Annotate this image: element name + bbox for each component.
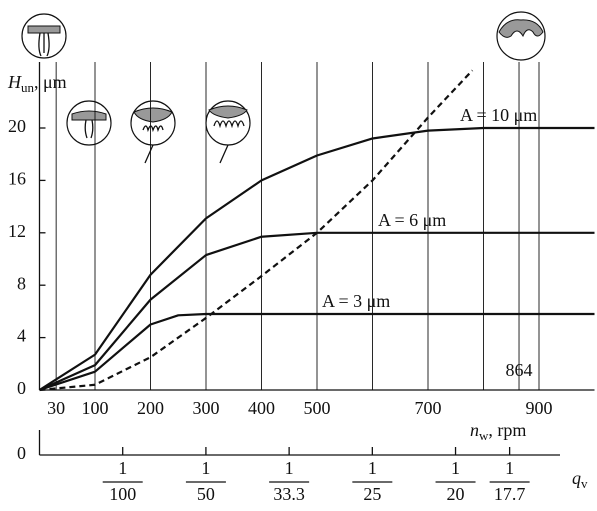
y-tick-label: 20 (8, 116, 26, 136)
x-tick-label: 200 (137, 398, 164, 418)
x2-tick-den: 33.3 (273, 484, 305, 504)
series-label: A = 10 μm (460, 105, 537, 125)
icon-part (84, 119, 94, 139)
x2-tick-den: 100 (109, 484, 136, 504)
y-axis-label: Hun, μm (7, 72, 67, 95)
x2-tick-num: 1 (451, 458, 460, 478)
icon-part (133, 107, 173, 123)
y-tick-label: 0 (17, 378, 26, 398)
y-label-sub: un (21, 80, 35, 95)
icon-part (213, 120, 245, 164)
x-tick-label: 400 (248, 398, 275, 418)
x-tick-label: 300 (193, 398, 220, 418)
y-tick-label: 4 (17, 326, 26, 346)
x2-axis-label: qv (572, 468, 588, 491)
icon-part (142, 125, 164, 164)
x2-tick-label: 0 (17, 443, 26, 463)
icon (66, 100, 112, 146)
series-label: A = 3 μm (322, 291, 390, 311)
series-line (38, 126, 595, 391)
x-tick-label: 700 (415, 398, 442, 418)
x2-label-symbol: q (572, 468, 581, 488)
x2-tick-num: 1 (368, 458, 377, 478)
x2-tick-num: 1 (201, 458, 210, 478)
x-label-sub: w (479, 428, 489, 443)
y-tick-label: 8 (17, 273, 26, 293)
annotation: 864 (506, 360, 533, 380)
series-label: A = 6 μm (378, 210, 446, 230)
x-label-unit: , rpm (488, 420, 526, 440)
x-tick-label: 30 (47, 398, 65, 418)
x-tick-label: 900 (526, 398, 553, 418)
x2-tick-num: 1 (505, 458, 514, 478)
x2-label-sub: v (581, 476, 588, 491)
series-line (39, 69, 474, 392)
series-line (39, 231, 595, 392)
x-tick-label: 100 (82, 398, 109, 418)
y-tick-label: 12 (8, 221, 26, 241)
y-label-unit: , μm (34, 72, 67, 92)
icon-part (71, 110, 107, 121)
x2-tick-den: 17.7 (494, 484, 526, 504)
x-tick-label: 500 (304, 398, 331, 418)
x2-tick-num: 1 (285, 458, 294, 478)
x-label-symbol: n (470, 420, 479, 440)
x2-tick-den: 50 (197, 484, 215, 504)
icon-part (27, 25, 61, 34)
y-tick-label: 16 (8, 169, 26, 189)
icon-part (38, 32, 50, 57)
icon-part (498, 19, 544, 38)
x2-tick-den: 20 (447, 484, 465, 504)
x-axis-label: nw, rpm (470, 420, 526, 443)
y-label-symbol: H (7, 72, 22, 92)
x2-tick-num: 1 (118, 458, 127, 478)
icons (21, 11, 546, 164)
icon-part (208, 105, 248, 119)
x2-tick-den: 25 (363, 484, 381, 504)
series-line (39, 312, 595, 392)
